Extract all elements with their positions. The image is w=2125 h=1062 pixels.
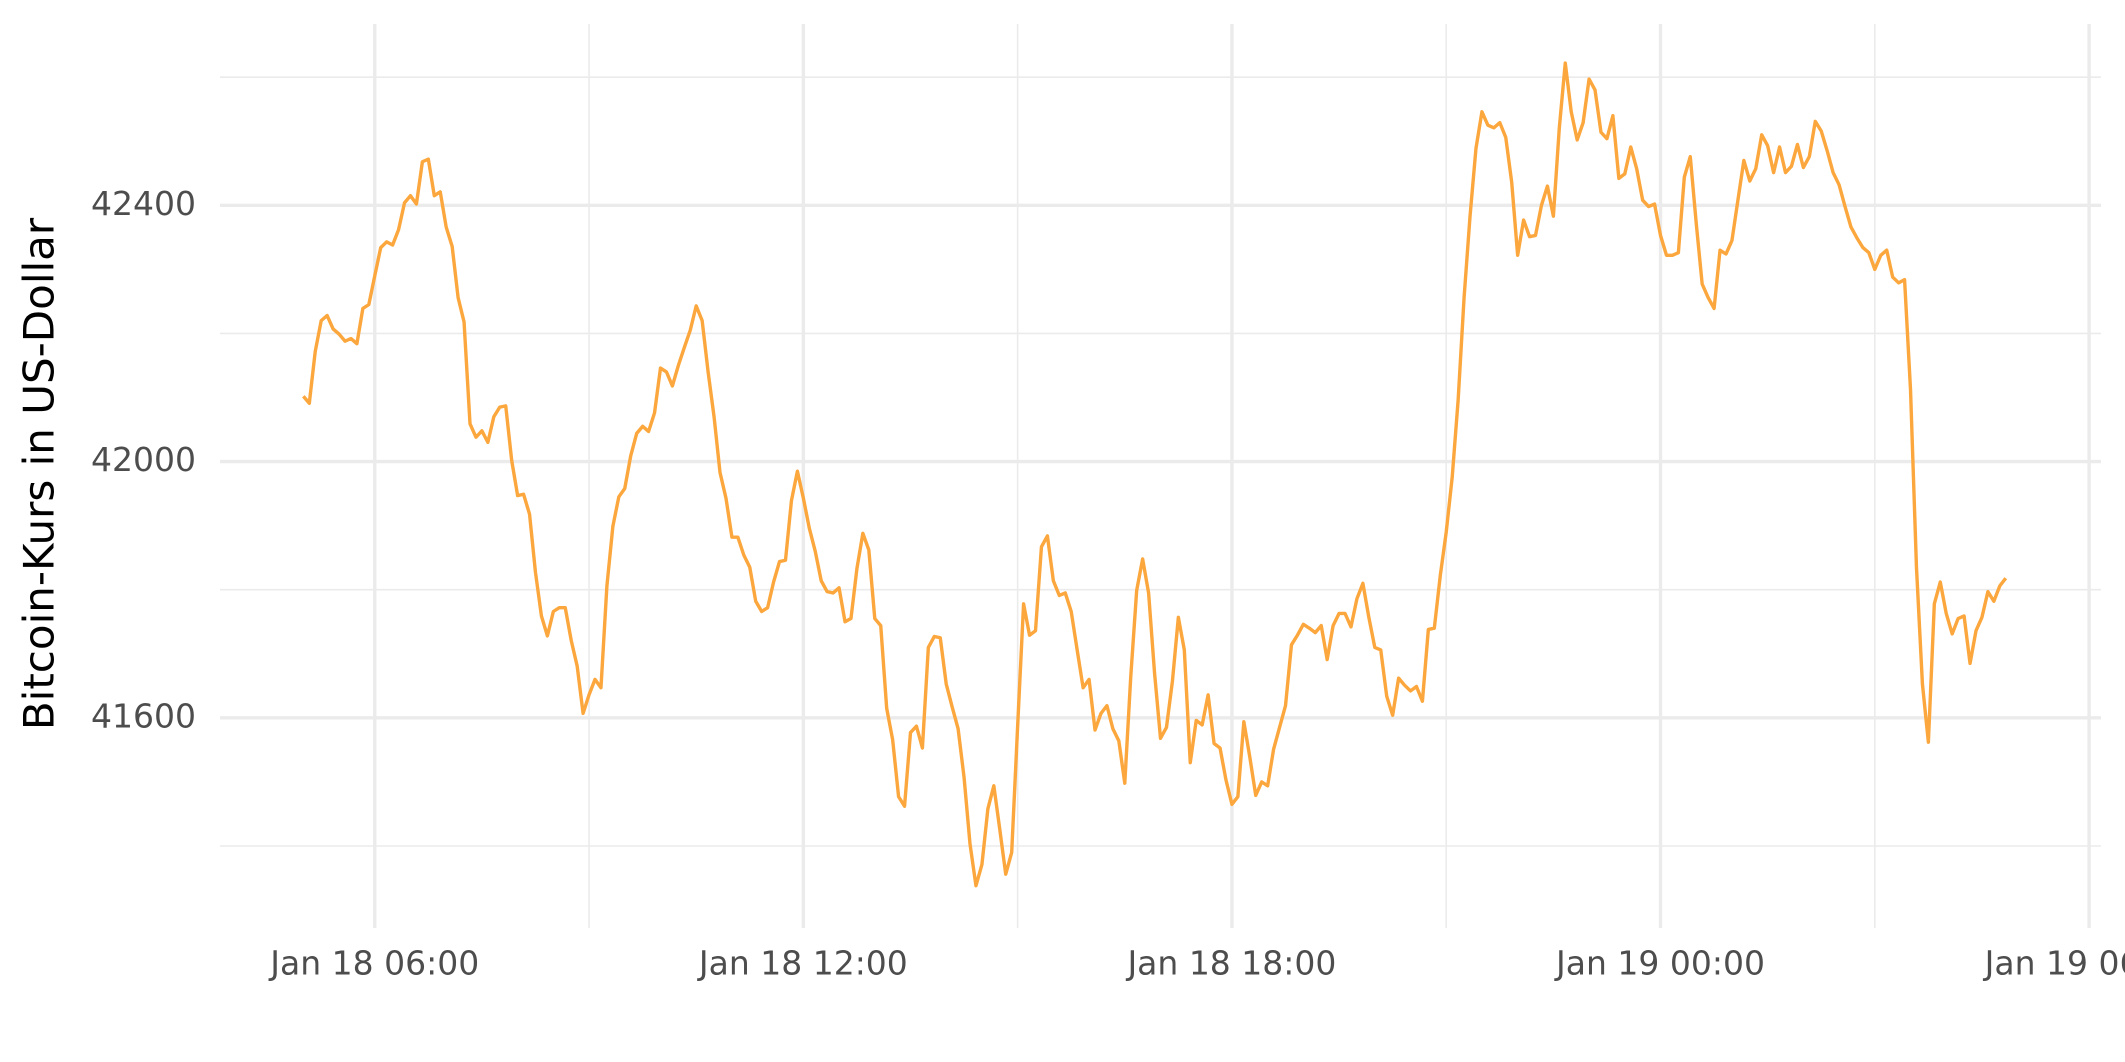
y-axis-title: Bitcoin-Kurs in US-Dollar [15, 217, 64, 730]
plot-marks [302, 61, 2008, 888]
x-tick-label: Jan 18 12:00 [697, 944, 908, 983]
x-tick-label: Jan 18 06:00 [268, 944, 479, 983]
y-tick-label: 41600 [91, 696, 196, 735]
price-line [302, 61, 2008, 888]
grid [220, 24, 2101, 928]
x-tick-label: Jan 19 00:00 [1554, 944, 1765, 983]
x-tick-label: Jan 19 06:00 [1983, 944, 2125, 983]
axis-labels: 41600 42000 42400 Jan 18 06:00 Jan 18 12:00 J… [91, 184, 2125, 983]
y-tick-label: 42000 [91, 440, 196, 479]
x-tick-label: Jan 18 18:00 [1125, 944, 1336, 983]
y-tick-label: 42400 [91, 184, 196, 223]
